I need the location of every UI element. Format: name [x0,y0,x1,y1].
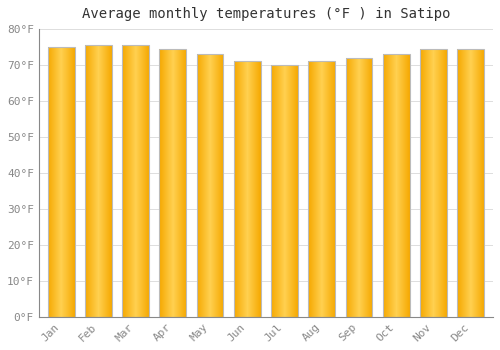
Bar [48,47,74,317]
Bar [308,62,335,317]
Bar [234,62,260,317]
Bar [85,45,112,317]
Title: Average monthly temperatures (°F ) in Satipo: Average monthly temperatures (°F ) in Sa… [82,7,450,21]
Bar [458,49,484,317]
Bar [420,49,447,317]
Bar [160,49,186,317]
Bar [122,45,149,317]
Bar [271,65,298,317]
Bar [346,58,372,317]
Bar [383,54,409,317]
Bar [196,54,224,317]
